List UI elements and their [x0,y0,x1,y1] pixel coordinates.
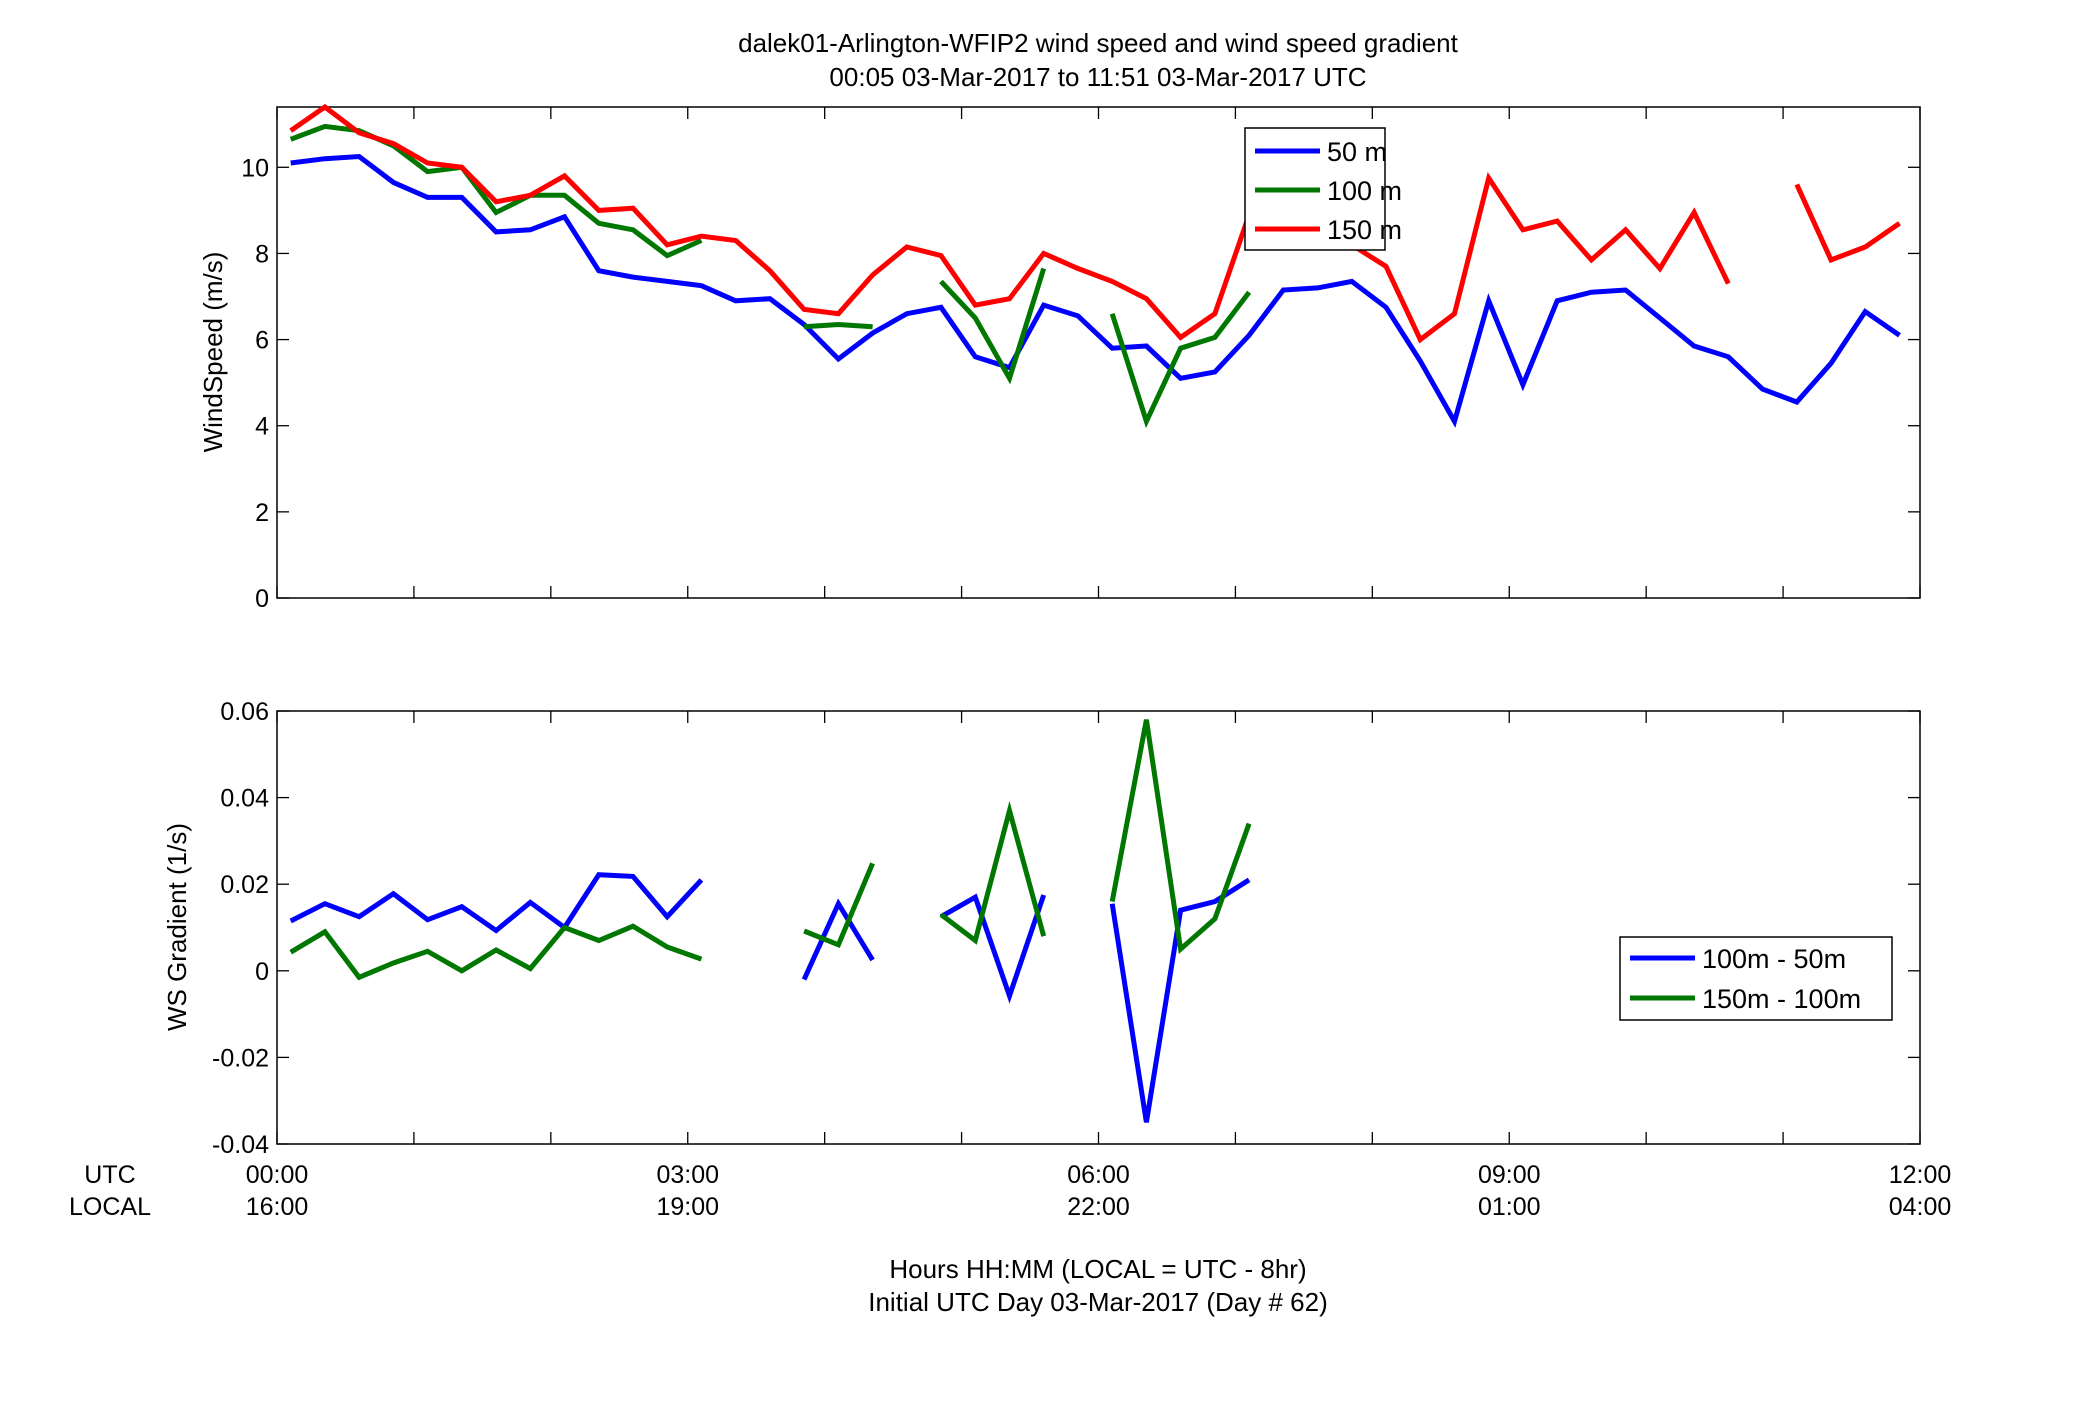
xtick-label-utc: 12:00 [1889,1161,1952,1189]
gradient-y-axis-label: WS Gradient (1/s) [162,823,192,1031]
xtick-label-utc: 00:00 [246,1161,309,1189]
gradient-ytick-label: 0.04 [220,785,269,813]
gradient-panel: -0.04 -0.02 0 0.02 0.04 0.06 WS Gradient (1/s… [162,698,1921,1159]
windspeed-legend: 50 m 100 m 150 m [1244,127,1402,251]
windspeed-panel: 0 2 4 6 8 10 WindSpeed (m/s) 50 m 100 m 150 m [198,103,1921,613]
windspeed-ytick-label: 2 [255,499,269,527]
gradient-ytick-label: 0.02 [220,871,269,899]
x-axis-sublabel: Initial UTC Day 03-Mar-2017 (Day # 62) [868,1287,1328,1317]
x-row-label-utc: UTC [84,1161,135,1189]
xtick-label-local: 04:00 [1889,1193,1952,1221]
xtick-label-local: 16:00 [246,1193,309,1221]
gradient-ytick-label: -0.04 [212,1131,269,1159]
xtick-label-utc: 09:00 [1478,1161,1541,1189]
chart-subtitle: 00:05 03-Mar-2017 to 11:51 03-Mar-2017 U… [829,62,1366,92]
gradient-ytick-label: 0.06 [220,698,269,726]
legend-label-150m: 150 m [1327,215,1402,245]
windspeed-ytick-label: 4 [255,413,269,441]
windspeed-ytick-label: 6 [255,327,269,355]
windspeed-series [289,103,1901,429]
xtick-label-local: 19:00 [656,1193,719,1221]
x-row-label-local: LOCAL [69,1193,151,1221]
series-line-50-m [290,153,1901,428]
x-tick-labels: 00:00 16:00 03:00 19:00 06:00 22:00 09:00 01:00… [246,1161,1952,1221]
legend-label-50m: 50 m [1327,137,1387,167]
x-axis-label: Hours HH:MM (LOCAL = UTC - 8hr) [889,1254,1306,1284]
windspeed-y-axis-label: WindSpeed (m/s) [198,252,228,453]
series-line-150-m [289,103,1901,344]
gradient-legend: 100m - 50m 150m - 100m [1619,936,1893,1021]
gradient-ytick-label: 0 [255,958,269,986]
series-line-150m-100m [289,719,1252,981]
chart-title: dalek01-Arlington-WFIP2 wind speed and w… [738,28,1459,58]
gradient-legend-box [1619,936,1893,1021]
windspeed-ytick-label: 8 [255,240,269,268]
gradient-series [289,719,1252,1123]
legend-label-100m-50m: 100m - 50m [1702,944,1846,974]
legend-label-100m: 100 m [1327,176,1402,206]
windspeed-ticks: 0 2 4 6 8 10 [241,107,1921,613]
series-line-100-m [289,123,1252,429]
windspeed-ytick-label: 10 [241,154,269,182]
gradient-plot-frame [276,710,1921,1145]
windspeed-ytick-label: 0 [255,585,269,613]
xtick-label-local: 01:00 [1478,1193,1541,1221]
gradient-ticks: -0.04 -0.02 0 0.02 0.04 0.06 [212,698,1921,1159]
legend-label-150m-100m: 150m - 100m [1702,984,1861,1014]
xtick-label-utc: 03:00 [656,1161,719,1189]
series-line-100m-50m [289,872,1251,1123]
xtick-label-utc: 06:00 [1067,1161,1130,1189]
gradient-ytick-label: -0.02 [212,1044,269,1072]
xtick-label-local: 22:00 [1067,1193,1130,1221]
windspeed-plot-frame [276,106,1921,599]
